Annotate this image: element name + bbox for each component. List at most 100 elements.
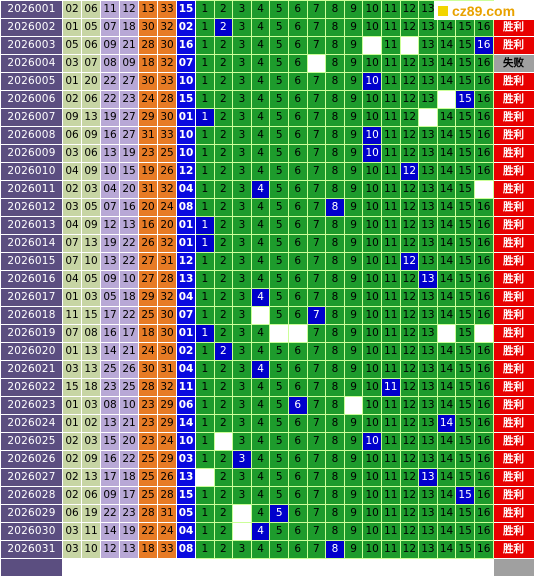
grid-cell: 14 xyxy=(436,18,457,37)
grid-cell: 4 xyxy=(250,504,271,523)
table-row: 2026023 01 03 08 10 23 29 06 1 2 3 4 5 6 7 8 10 11 12 13 14 1… xyxy=(0,396,535,415)
grid-cell: 2 xyxy=(213,0,234,19)
grid-cell: 7 xyxy=(306,288,327,307)
grid-cell: 13 xyxy=(418,252,438,271)
grid-cell: 12 xyxy=(399,342,420,361)
grid-cell: 7 xyxy=(306,180,327,199)
site-logo[interactable]: cz89.com xyxy=(434,1,536,20)
grid-cell: 14 xyxy=(436,180,457,199)
grid-cell: 11 xyxy=(380,18,401,37)
grid-cell: 13 xyxy=(418,522,438,541)
grid-cell: 2 xyxy=(213,90,234,109)
blue-ball-number: 10 xyxy=(176,144,196,163)
grid-cell: 6 xyxy=(287,306,308,325)
grid-cell: 7 xyxy=(306,126,327,145)
grid-cell: 15 xyxy=(455,54,475,73)
grid-cell-hit: 7 xyxy=(306,306,327,325)
red-ball-number: 03 xyxy=(62,360,82,379)
result-badge: 胜利 xyxy=(492,234,535,253)
red-ball-number: 11 xyxy=(81,522,101,541)
blue-ball-number: 13 xyxy=(176,468,196,487)
grid-cell: 9 xyxy=(343,432,364,451)
grid-cell: 3 xyxy=(232,270,252,289)
grid-cell: 6 xyxy=(287,108,308,127)
grid-cell-hit: 6 xyxy=(287,396,308,415)
grid-cell: 3 xyxy=(232,432,252,451)
grid-cell: 7 xyxy=(306,468,327,487)
table-row: 2026007 09 13 19 27 29 30 01 1 2 3 4 5 6 7 8 9 10 11 12 14 15… xyxy=(0,108,535,127)
grid-cell: 9 xyxy=(343,306,364,325)
grid-cell: 2 xyxy=(213,360,234,379)
issue-number: 2026008 xyxy=(0,126,63,145)
grid-cell: 1 xyxy=(195,72,215,91)
red-ball-number: 12 xyxy=(100,216,120,235)
grid-cell-hit: 1 xyxy=(195,108,215,127)
grid-cell: 15 xyxy=(455,234,475,253)
grid-cell: 4 xyxy=(250,198,271,217)
red-ball-number: 20 xyxy=(81,72,101,91)
grid-cell: 9 xyxy=(343,360,364,379)
grid-cell-empty xyxy=(362,36,382,55)
issue-number: 2026009 xyxy=(0,144,63,163)
red-ball-number: 10 xyxy=(81,540,101,559)
red-ball-number: 07 xyxy=(100,198,120,217)
red-ball-number: 06 xyxy=(81,36,101,55)
grid-cell: 7 xyxy=(306,0,327,19)
grid-cell: 11 xyxy=(380,414,401,433)
grid-cell: 8 xyxy=(325,450,345,469)
grid-cell-empty xyxy=(473,180,494,199)
table-row: 2026024 01 02 13 21 23 29 14 1 2 3 4 5 6 7 8 9 10 11 12 13 14… xyxy=(0,414,535,433)
grid-cell: 15 xyxy=(455,162,475,181)
grid-cell: 7 xyxy=(306,432,327,451)
red-ball-number: 21 xyxy=(119,342,139,361)
grid-cell: 7 xyxy=(306,216,327,235)
grid-cell-hit: 1 xyxy=(195,234,215,253)
red-ball-number: 09 xyxy=(100,270,120,289)
red-ball-number: 13 xyxy=(81,360,101,379)
grid-cell-empty xyxy=(250,306,271,325)
grid-cell: 14 xyxy=(436,360,457,379)
grid-cell: 14 xyxy=(436,108,457,127)
red-ball-number: 03 xyxy=(62,522,82,541)
grid-cell: 12 xyxy=(399,72,420,91)
grid-cell-hit: 2 xyxy=(213,18,234,37)
red-ball-number: 30 xyxy=(157,324,177,343)
grid-cell: 10 xyxy=(362,540,382,559)
footer-cell xyxy=(250,558,271,577)
grid-cell-hit: 14 xyxy=(436,414,457,433)
grid-cell: 13 xyxy=(418,216,438,235)
grid-cell-empty xyxy=(195,468,215,487)
red-ball-number: 28 xyxy=(138,378,158,397)
result-badge: 胜利 xyxy=(492,360,535,379)
grid-cell: 2 xyxy=(213,198,234,217)
grid-cell: 14 xyxy=(436,522,457,541)
red-ball-number: 26 xyxy=(157,162,177,181)
grid-cell: 5 xyxy=(269,54,289,73)
grid-cell: 1 xyxy=(195,360,215,379)
grid-cell: 10 xyxy=(362,522,382,541)
red-ball-number: 30 xyxy=(157,108,177,127)
grid-cell: 3 xyxy=(232,162,252,181)
grid-cell: 15 xyxy=(455,522,475,541)
grid-cell: 4 xyxy=(250,126,271,145)
grid-cell: 6 xyxy=(287,144,308,163)
red-ball-number: 33 xyxy=(157,72,177,91)
grid-cell: 11 xyxy=(380,504,401,523)
grid-cell: 14 xyxy=(436,450,457,469)
red-ball-number: 06 xyxy=(62,504,82,523)
result-badge: 胜利 xyxy=(492,198,535,217)
red-ball-number: 25 xyxy=(138,468,158,487)
issue-number: 2026004 xyxy=(0,54,63,73)
grid-cell: 4 xyxy=(250,18,271,37)
grid-cell: 13 xyxy=(418,90,438,109)
red-ball-number: 02 xyxy=(62,90,82,109)
grid-cell: 9 xyxy=(343,234,364,253)
grid-cell: 7 xyxy=(306,342,327,361)
grid-cell: 11 xyxy=(380,36,401,55)
grid-cell: 15 xyxy=(455,252,475,271)
grid-cell: 13 xyxy=(418,504,438,523)
red-ball-number: 07 xyxy=(62,234,82,253)
grid-cell: 4 xyxy=(250,414,271,433)
grid-cell: 1 xyxy=(195,252,215,271)
grid-cell: 3 xyxy=(232,414,252,433)
